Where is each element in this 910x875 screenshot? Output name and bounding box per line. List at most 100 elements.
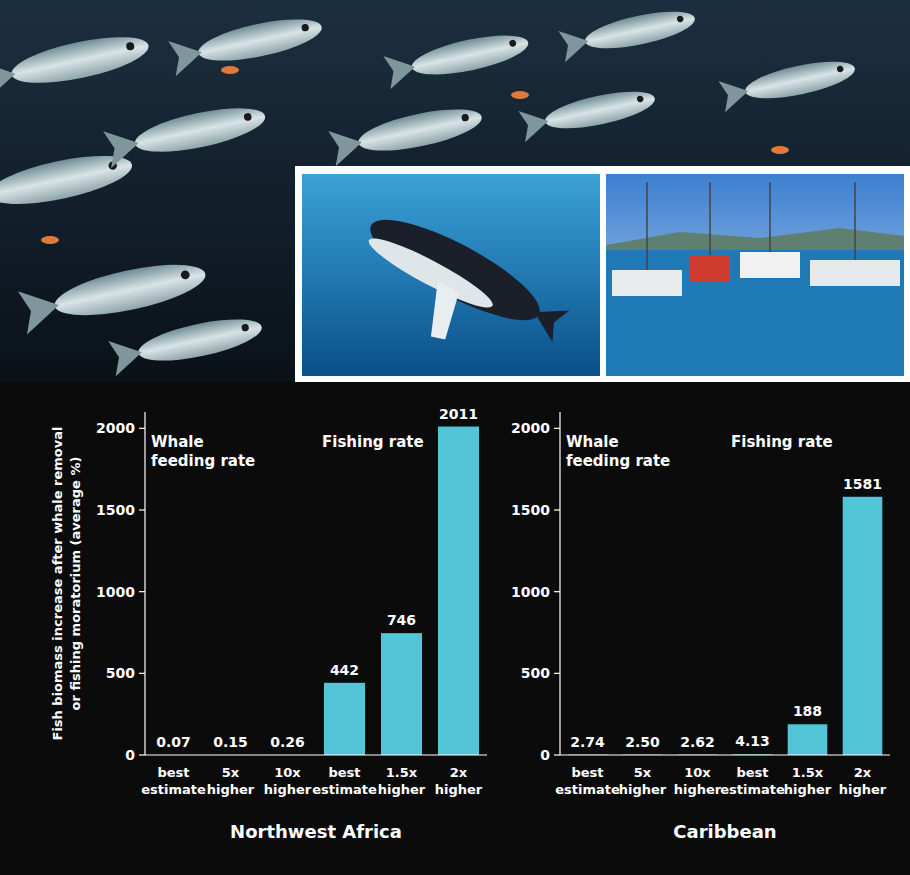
fish-eye xyxy=(180,270,190,280)
x-tick-line: 1.5x xyxy=(386,765,418,780)
y-axis xyxy=(559,412,560,755)
data-label: 0.26 xyxy=(270,734,305,750)
group-label: Whalefeeding rate xyxy=(151,433,255,470)
x-tick-line: higher xyxy=(264,782,312,797)
group-label-line: feeding rate xyxy=(566,452,670,470)
fish-eye xyxy=(243,112,252,121)
x-axis xyxy=(145,754,487,755)
x-tick-line: higher xyxy=(784,782,832,797)
fish xyxy=(558,3,698,63)
fish-tail xyxy=(168,35,205,77)
bar xyxy=(788,724,828,755)
data-label: 0.15 xyxy=(213,734,248,750)
x-axis-title: Caribbean xyxy=(673,821,776,842)
fish-eye xyxy=(509,39,517,47)
x-tick-label: bestestimate xyxy=(555,765,620,797)
data-label: 188 xyxy=(793,703,822,719)
hills xyxy=(606,228,904,252)
x-tick-line: 1.5x xyxy=(792,765,824,780)
fish-body xyxy=(742,54,858,105)
whale-fin xyxy=(413,281,467,343)
x-tick-line: higher xyxy=(207,782,255,797)
small-fish xyxy=(221,66,239,74)
fish-tail xyxy=(383,50,418,89)
photo-fish xyxy=(0,0,910,382)
y-tick-label: 500 xyxy=(106,665,135,681)
small-fish xyxy=(771,146,789,154)
y-tick-label: 0 xyxy=(540,747,550,763)
whale-tail xyxy=(526,296,569,342)
x-tick-line: 5x xyxy=(634,765,652,780)
mast xyxy=(709,182,711,255)
fish-body xyxy=(409,28,532,83)
x-tick-label: 1.5xhigher xyxy=(378,765,426,797)
fish-eye xyxy=(125,42,134,51)
bars xyxy=(153,427,479,755)
x-tick-line: estimate xyxy=(312,782,377,797)
bar xyxy=(381,633,422,755)
fish xyxy=(108,309,265,376)
y-tick-label: 2000 xyxy=(511,420,550,436)
y-tick xyxy=(139,509,145,510)
y-axis xyxy=(144,412,145,755)
fish xyxy=(168,9,325,76)
photo-harbor xyxy=(606,174,904,376)
mast xyxy=(646,182,648,270)
x-tick-line: higher xyxy=(674,782,722,797)
fish-eye xyxy=(836,65,844,73)
x-tick-label: 2xhigher xyxy=(435,765,483,797)
fish-body xyxy=(542,84,658,135)
fish xyxy=(328,99,485,166)
bar xyxy=(438,427,479,755)
fish xyxy=(0,26,153,100)
small-fish xyxy=(511,91,529,99)
data-label: 2.50 xyxy=(625,734,660,750)
fish-eye xyxy=(636,95,644,103)
mast xyxy=(769,182,771,252)
x-tick-line: best xyxy=(157,765,189,780)
y-tick xyxy=(554,754,560,755)
x-tick-line: 10x xyxy=(274,765,301,780)
bar xyxy=(843,497,883,755)
fish-tail xyxy=(558,25,591,62)
boat xyxy=(690,255,730,281)
fish-tail xyxy=(103,124,142,168)
fish-tail xyxy=(518,105,551,142)
fish-eye xyxy=(676,15,684,23)
y-tick xyxy=(139,591,145,592)
y-axis-title-line: or fishing moratorium (average %) xyxy=(68,457,83,711)
x-tick-line: best xyxy=(736,765,768,780)
fish-body xyxy=(51,255,210,326)
boat xyxy=(740,252,800,278)
data-label: 2.62 xyxy=(680,734,715,750)
small-fish xyxy=(41,236,59,244)
y-axis-title-line: Fish biomass increase after whale remova… xyxy=(50,426,65,740)
x-axis-title: Northwest Africa xyxy=(230,821,402,842)
y-tick xyxy=(554,591,560,592)
boat xyxy=(810,260,900,286)
x-tick-line: estimate xyxy=(720,782,785,797)
fish-tail xyxy=(0,54,20,100)
fish-tail xyxy=(718,75,751,112)
fish xyxy=(518,83,658,143)
x-tick-line: higher xyxy=(839,782,887,797)
y-tick xyxy=(554,428,560,429)
y-tick-label: 500 xyxy=(521,665,550,681)
fish-body xyxy=(582,4,698,55)
group-label: Fishing rate xyxy=(322,433,424,451)
fish-body xyxy=(135,311,265,369)
y-tick-label: 1000 xyxy=(511,584,550,600)
x-tick-label: best estimate xyxy=(141,765,206,797)
group-label-line: Whale xyxy=(151,433,204,451)
x-tick-label: best estimate xyxy=(720,765,785,797)
page: 0 500 1000 1500 2000 best estimate 5x higher 10x h… xyxy=(0,0,910,875)
mast xyxy=(854,182,856,260)
x-tick-line: 2x xyxy=(450,765,468,780)
data-label: 1581 xyxy=(843,476,882,492)
y-tick-label: 1500 xyxy=(96,502,135,518)
bar xyxy=(324,683,365,755)
x-tick-line: estimate xyxy=(141,782,206,797)
group-label: Fishing rate xyxy=(731,433,833,451)
fish-tail xyxy=(18,284,64,335)
fish-tail xyxy=(328,125,365,167)
